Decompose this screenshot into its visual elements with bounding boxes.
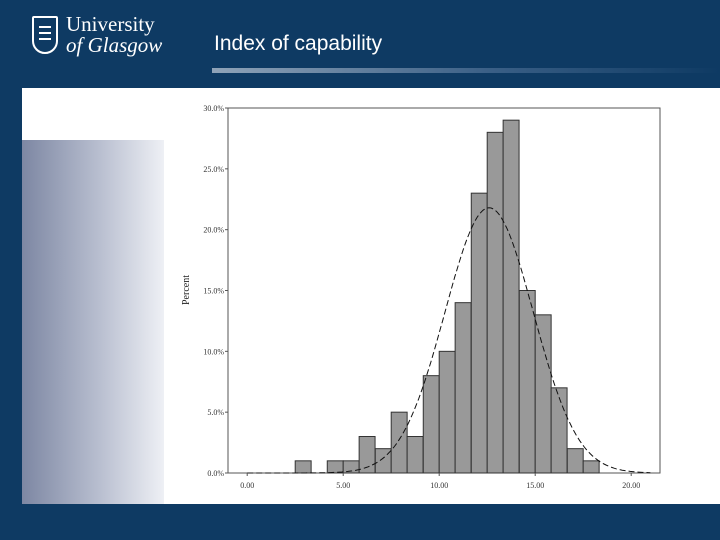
histogram-bar — [502, 119, 520, 474]
histogram-bar — [518, 290, 536, 474]
slide-title: Index of capability — [214, 32, 383, 55]
x-tick-label: 5.00 — [336, 481, 350, 490]
histogram-bar — [438, 350, 456, 474]
side-gradient-panel — [22, 140, 164, 504]
y-tick-label: 0.0% — [207, 469, 224, 478]
normal-curve-line — [247, 207, 651, 474]
x-tick-label: 0.00 — [240, 481, 254, 490]
histogram-bar — [294, 460, 312, 474]
logo-line-2: of Glasgow — [66, 33, 163, 57]
y-tick-label: 25.0% — [203, 165, 224, 174]
x-tick-label: 20.00 — [622, 481, 640, 490]
title-underline — [212, 68, 720, 73]
x-tick-label: 10.00 — [430, 481, 448, 490]
university-logo: University of Glasgow — [32, 14, 162, 64]
plot-area: 0.0% 5.0% 10.0% 15.0% 20.0% 25.0% 30.0% 0.00 5.0… — [203, 104, 661, 490]
y-tick-label: 5.0% — [207, 408, 224, 417]
histogram-bar — [390, 411, 408, 474]
histogram-bar — [326, 460, 344, 474]
histogram-bar — [454, 302, 472, 474]
y-axis-label: Percent — [181, 275, 192, 305]
header-bar: University of Glasgow Index of capabilit… — [0, 0, 720, 88]
histogram-bar — [470, 192, 488, 474]
histogram-bar — [550, 387, 568, 474]
y-tick-label: 15.0% — [203, 287, 224, 296]
histogram-bar — [486, 131, 504, 474]
histogram-bar — [582, 460, 600, 474]
histogram-bar — [566, 448, 584, 474]
histogram-bar — [406, 436, 424, 474]
logo-wordmark: University of Glasgow — [66, 14, 162, 56]
histogram-bar — [534, 314, 552, 474]
x-tick-label: 15.00 — [526, 481, 544, 490]
logo-line-1: University — [66, 12, 155, 36]
footer-bar — [0, 504, 720, 540]
y-tick-label: 10.0% — [203, 347, 224, 356]
histogram-bar — [422, 375, 440, 474]
crest-icon — [32, 16, 58, 54]
y-tick-label: 30.0% — [203, 104, 224, 113]
y-tick-label: 20.0% — [203, 226, 224, 235]
